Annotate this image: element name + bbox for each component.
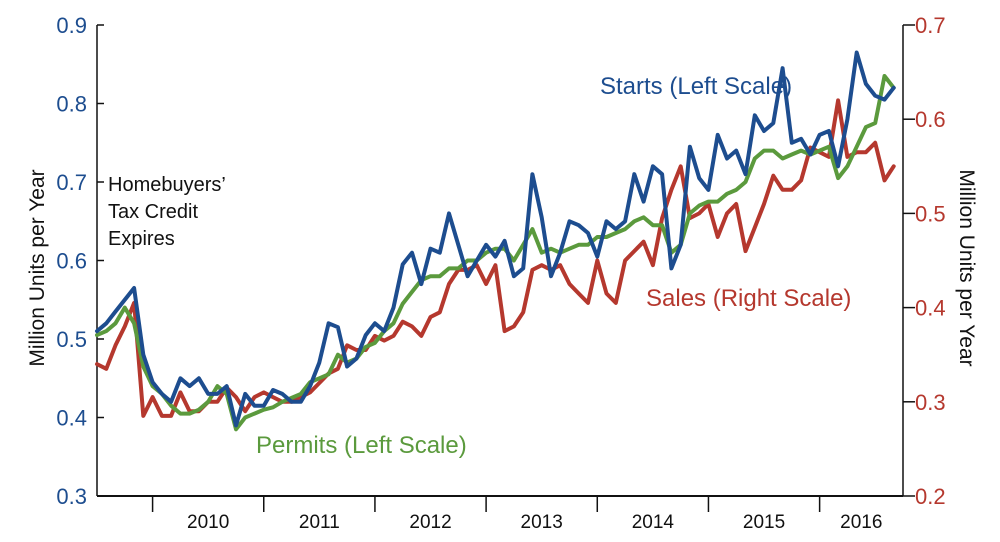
left-tick-label: 0.8 xyxy=(56,92,87,117)
x-tick-label: 2012 xyxy=(409,512,451,533)
annotation-line-2: Tax Credit xyxy=(108,201,198,223)
annotation-line-1: Homebuyers’ xyxy=(108,174,226,196)
x-tick-label: 2011 xyxy=(299,512,340,533)
right-tick-label: 0.4 xyxy=(915,296,946,321)
left-tick-label: 0.5 xyxy=(56,327,87,352)
right-axis-title: Million Units per Year xyxy=(955,169,978,366)
right-tick-label: 0.5 xyxy=(915,201,946,226)
x-tick-label: 2014 xyxy=(632,512,675,533)
series-layer xyxy=(95,50,896,432)
right-tick-label: 0.6 xyxy=(915,107,946,132)
series-label-sales: Sales (Right Scale) xyxy=(646,285,851,312)
x-tick-label: 2010 xyxy=(187,512,229,533)
x-tick-label: 2016 xyxy=(840,512,882,533)
left-tick-label: 0.3 xyxy=(56,484,87,509)
right-tick-label: 0.2 xyxy=(915,484,946,509)
left-tick-label: 0.7 xyxy=(56,170,87,195)
left-tick-label: 0.4 xyxy=(56,406,87,431)
x-tick-label: 2015 xyxy=(743,512,785,533)
left-axis-title: Million Units per Year xyxy=(26,169,49,366)
series-line-permits xyxy=(95,74,896,432)
x-tick-label: 2013 xyxy=(521,512,563,533)
left-tick-label: 0.9 xyxy=(56,13,87,38)
right-tick-label: 0.3 xyxy=(915,390,946,415)
left-tick-label: 0.6 xyxy=(56,249,87,274)
x-axis-ticks: 2010 2011 2012 2013 2014 2015 2016 xyxy=(151,496,882,533)
series-label-starts: Starts (Left Scale) xyxy=(600,73,792,100)
right-tick-label: 0.7 xyxy=(915,13,946,38)
series-label-permits: Permits (Left Scale) xyxy=(256,432,467,459)
annotation-line-3: Expires xyxy=(108,228,175,250)
series-line-starts xyxy=(95,50,896,428)
right-axis-ticks: 0.2 0.3 0.4 0.5 0.6 0.7 xyxy=(903,13,946,509)
left-axis-ticks: 0.3 0.4 0.5 0.6 0.7 0.8 0.9 xyxy=(56,13,104,509)
